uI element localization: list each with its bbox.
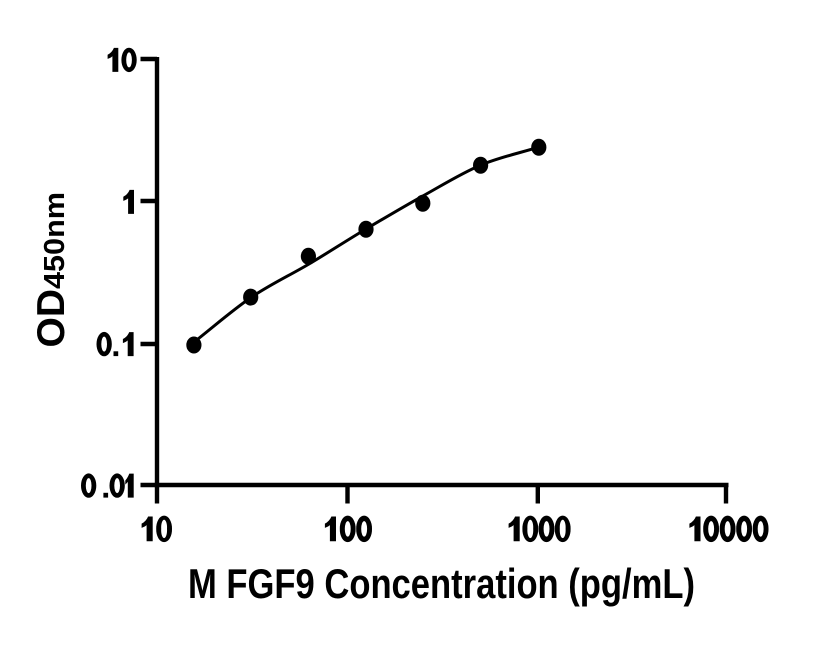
svg-text:M FGF9 Concentration (pg/mL): M FGF9 Concentration (pg/mL) <box>188 560 695 607</box>
svg-text:OD450nm: OD450nm <box>30 192 73 348</box>
